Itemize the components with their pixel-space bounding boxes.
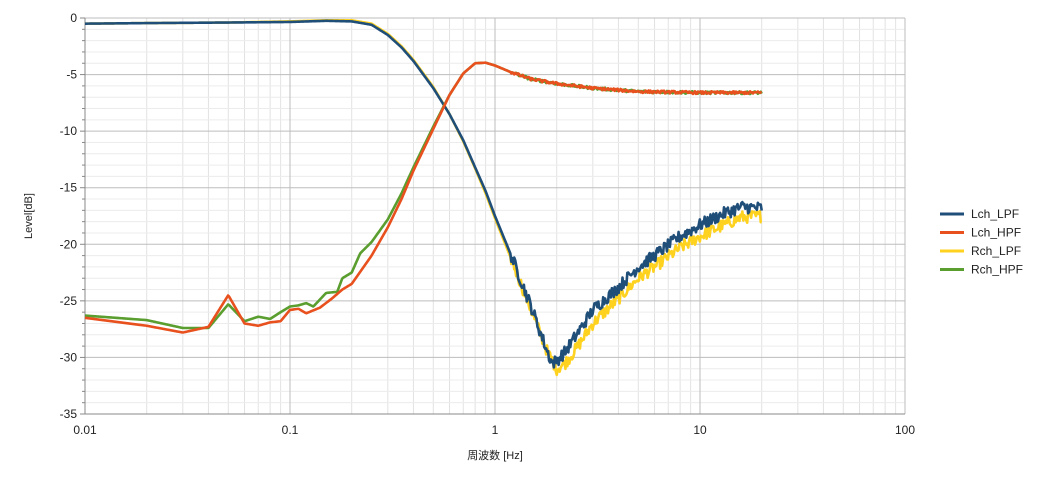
x-tick-label: 1 xyxy=(492,423,499,437)
series-layer xyxy=(84,18,763,377)
legend-label-lch-hpf: Lch_HPF xyxy=(971,226,1021,240)
x-tick-label: 10 xyxy=(693,423,707,437)
legend-label-lch-lpf: Lch_LPF xyxy=(971,207,1019,221)
series-line-lch-lpf xyxy=(84,19,763,369)
legend-label-rch-hpf: Rch_HPF xyxy=(971,263,1023,277)
y-tick-label: -20 xyxy=(60,237,78,251)
y-tick-label: -15 xyxy=(60,181,78,195)
series-line-lch-hpf xyxy=(84,61,763,334)
legend-label-rch-lpf: Rch_LPF xyxy=(971,244,1021,258)
y-tick-label: 0 xyxy=(70,11,77,25)
x-axis-title: 周波数 [Hz] xyxy=(467,449,523,462)
y-tick-label: -30 xyxy=(60,350,78,364)
y-tick-label: -10 xyxy=(60,124,78,138)
y-tick-label: -5 xyxy=(66,68,77,82)
x-tick-label: 0.1 xyxy=(282,423,299,437)
x-tick-label: 100 xyxy=(895,423,915,437)
y-axis-title: Level[dB] xyxy=(23,193,35,239)
y-tick-label: -25 xyxy=(60,294,78,308)
tick-labels: 0.01 0.1 1 10 100 0 -5 -10 -15 -20 -25 -30 -35 xyxy=(60,11,916,437)
y-tick-label: -35 xyxy=(60,407,78,421)
legend: Lch_LPF Lch_HPF Rch_LPF Rch_HPF xyxy=(940,207,1023,277)
series-line-rch-hpf xyxy=(84,61,763,330)
axes xyxy=(80,17,905,415)
x-tick-label: 0.01 xyxy=(73,423,97,437)
